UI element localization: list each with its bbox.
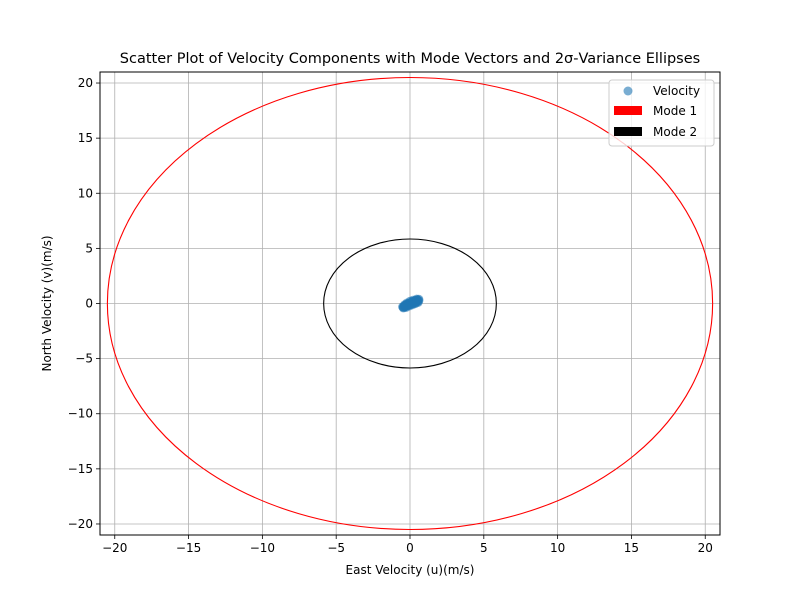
- x-tick-label: 20: [698, 541, 713, 555]
- y-tick-label: −5: [75, 352, 93, 366]
- x-tick-label: −20: [102, 541, 127, 555]
- y-tick-label: −20: [68, 517, 93, 531]
- x-tick-label: 10: [550, 541, 565, 555]
- velocity-point: [398, 303, 408, 313]
- chart-title: Scatter Plot of Velocity Components with…: [120, 51, 700, 67]
- legend-label-velocity: Velocity: [653, 84, 700, 98]
- plot-area: [106, 76, 714, 531]
- y-tick-label: 20: [78, 76, 93, 90]
- x-tick-label: 15: [624, 541, 639, 555]
- legend-label-mode-2: Mode 2: [653, 125, 697, 139]
- y-tick-label: −15: [68, 462, 93, 476]
- mode-2-ellipse: [323, 238, 497, 369]
- x-axis-title: East Velocity (u)(m/s): [346, 563, 475, 577]
- y-tick-label: 10: [78, 186, 93, 200]
- legend-marker-velocity: [623, 86, 633, 96]
- legend: Velocity Mode 1 Mode 2: [608, 79, 715, 147]
- y-axis-title: North Velocity (v)(m/s): [40, 235, 54, 371]
- legend-marker-mode-2: [614, 127, 642, 136]
- y-tick-label: 15: [78, 131, 93, 145]
- x-tick-label: −15: [176, 541, 201, 555]
- x-tick-label: 0: [406, 541, 414, 555]
- x-tick-label: −5: [327, 541, 345, 555]
- y-tick-label: −10: [68, 407, 93, 421]
- mode-1-ellipse: [106, 76, 714, 531]
- x-tick-label: −10: [250, 541, 275, 555]
- legend-marker-mode-1: [614, 106, 642, 115]
- legend-label-mode-1: Mode 1: [653, 104, 697, 118]
- axis-ticks: −20 −15 −10 −5 0 5 10 15 20 −20 −15 −10 −5 0 5 10 15 20: [68, 76, 713, 555]
- x-tick-label: 5: [480, 541, 488, 555]
- y-tick-label: 5: [85, 241, 93, 255]
- y-tick-label: 0: [85, 297, 93, 311]
